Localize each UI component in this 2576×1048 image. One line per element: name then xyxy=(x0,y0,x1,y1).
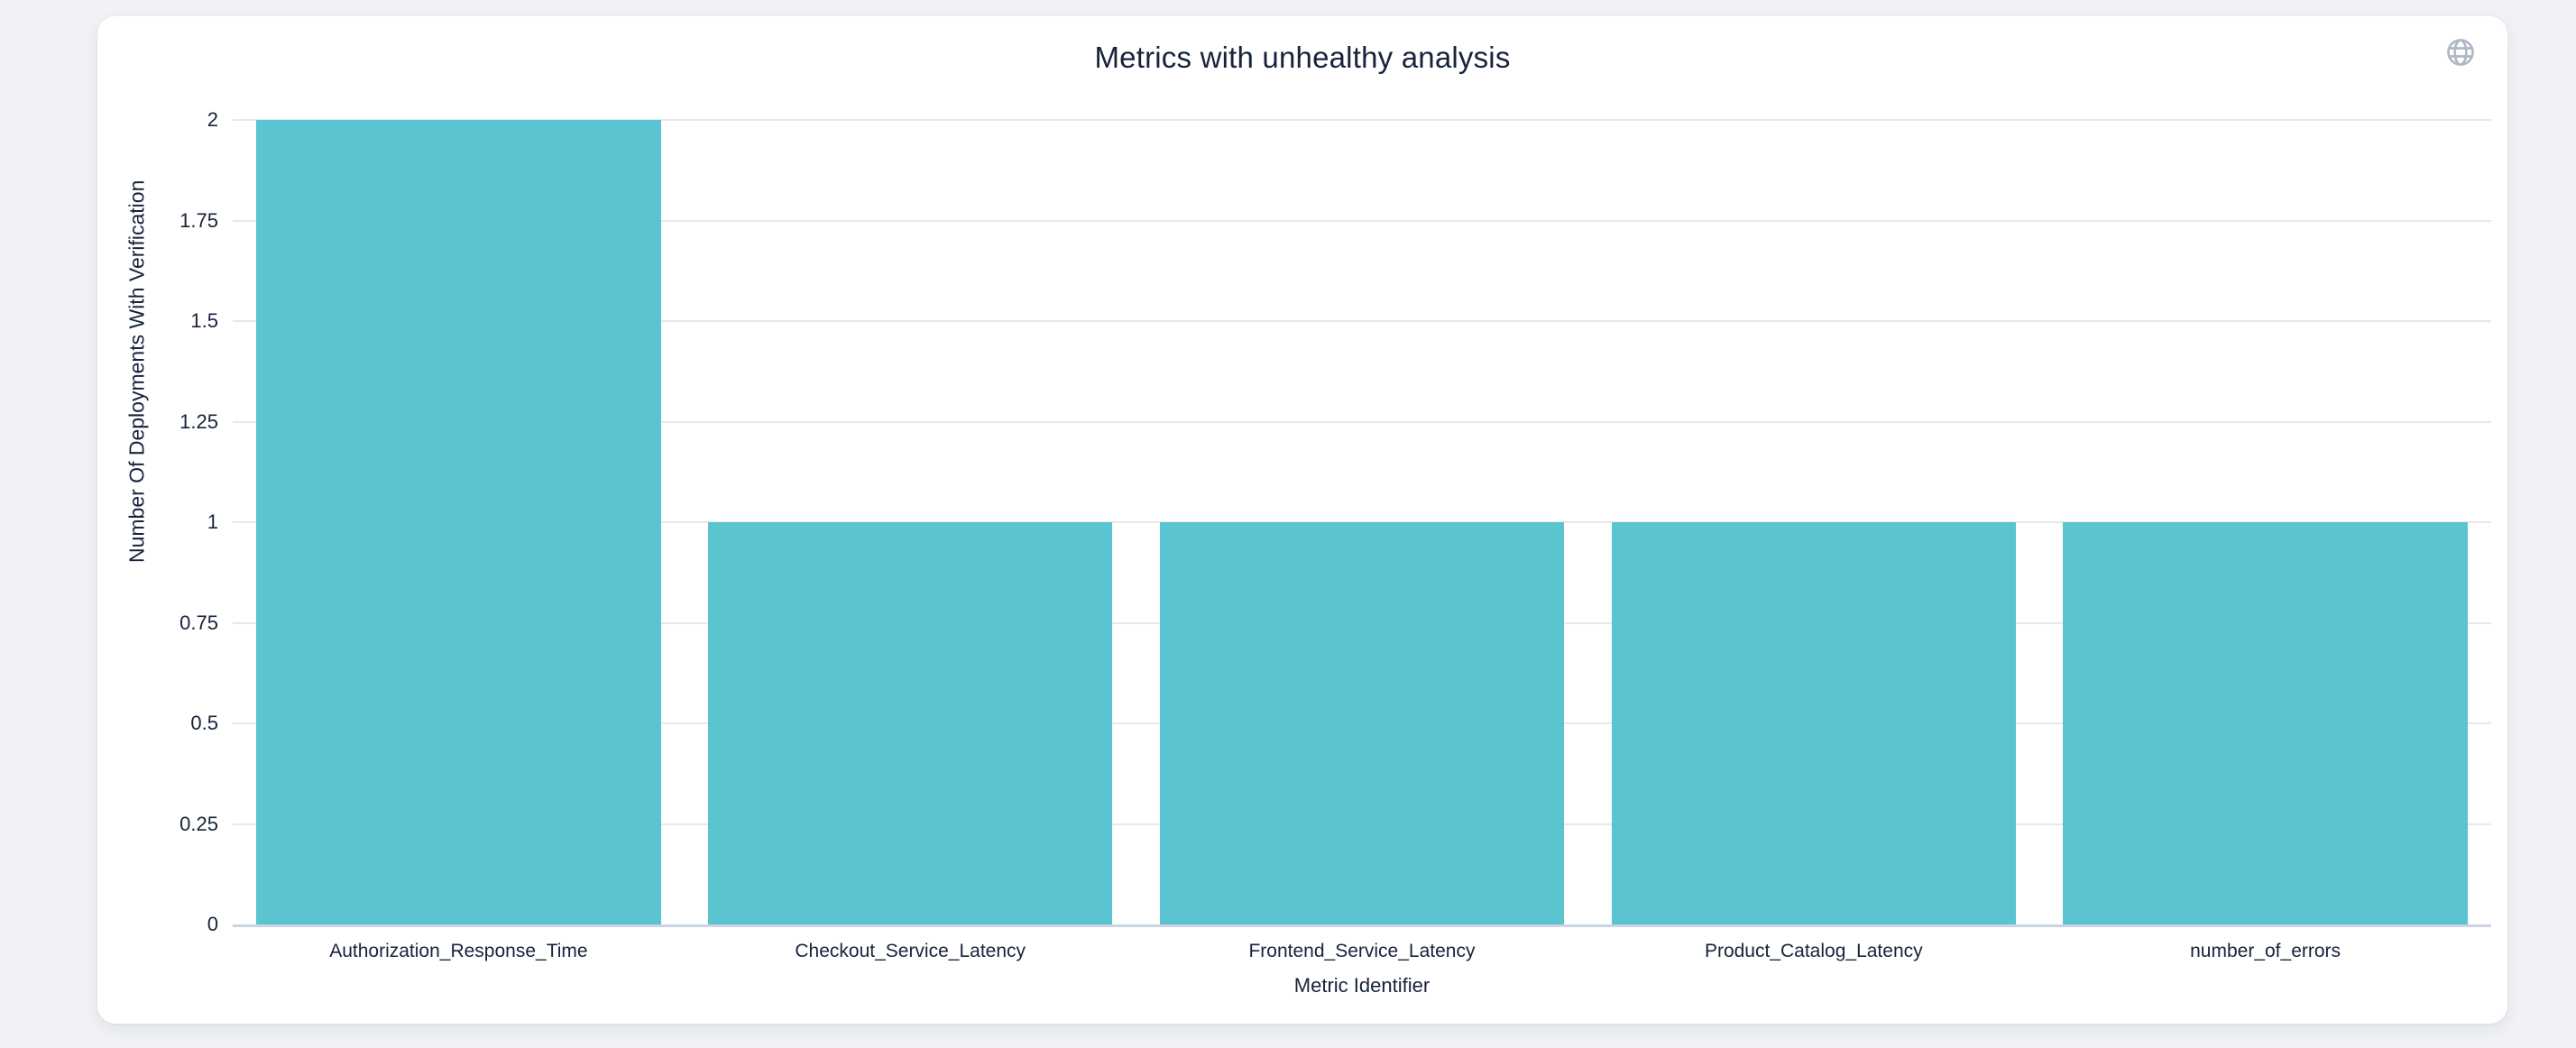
gridline xyxy=(233,420,2491,423)
x-tick-label: Frontend_Service_Latency xyxy=(1248,941,1476,961)
gridline xyxy=(233,119,2491,121)
y-tick-label: 2 xyxy=(207,108,218,131)
bar-slot xyxy=(1136,120,1588,924)
y-tick-label: 0 xyxy=(207,913,218,935)
plot-area xyxy=(233,119,2491,924)
gridline xyxy=(233,219,2491,222)
bar[interactable] xyxy=(708,522,1113,924)
y-tick-label: 0.5 xyxy=(190,712,218,734)
bar[interactable] xyxy=(2063,522,2468,924)
bar-slot xyxy=(2039,120,2491,924)
bar[interactable] xyxy=(1159,522,1565,924)
gridline xyxy=(233,320,2491,322)
x-tick-label: Product_Catalog_Latency xyxy=(1704,941,1923,961)
chart-card: Metrics with unhealthy analysis Number O… xyxy=(97,16,2507,1024)
y-tick-label: 1.25 xyxy=(179,409,218,433)
x-tick-label: Authorization_Response_Time xyxy=(329,941,588,961)
y-tick-label: 0.75 xyxy=(179,611,218,634)
y-axis-tick-labels: 0 0.25 0.5 0.75 1 1.25 1.5 1.75 2 xyxy=(97,108,218,935)
y-tick-label: 1.5 xyxy=(190,309,218,332)
x-tick-label: number_of_errors xyxy=(2190,941,2341,961)
y-tick-label: 0.25 xyxy=(179,812,218,835)
bar-slot xyxy=(1587,120,2039,924)
bar-slot xyxy=(685,120,1136,924)
y-tick-label: 1.75 xyxy=(179,208,218,232)
bar[interactable] xyxy=(256,120,661,924)
x-axis-tick-labels: Authorization_Response_Time Checkout_Serv… xyxy=(233,939,2491,964)
bar[interactable] xyxy=(1611,522,2016,924)
chart-title: Metrics with unhealthy analysis xyxy=(1094,41,1511,74)
x-axis-title: Metric Identifier xyxy=(1293,974,1431,997)
bar-slot xyxy=(233,120,685,924)
y-tick-label: 1 xyxy=(207,510,218,533)
globe-icon[interactable] xyxy=(2444,36,2477,69)
bar-series xyxy=(233,120,2491,924)
x-tick-label: Checkout_Service_Latency xyxy=(795,941,1026,961)
x-axis-line xyxy=(233,924,2491,927)
